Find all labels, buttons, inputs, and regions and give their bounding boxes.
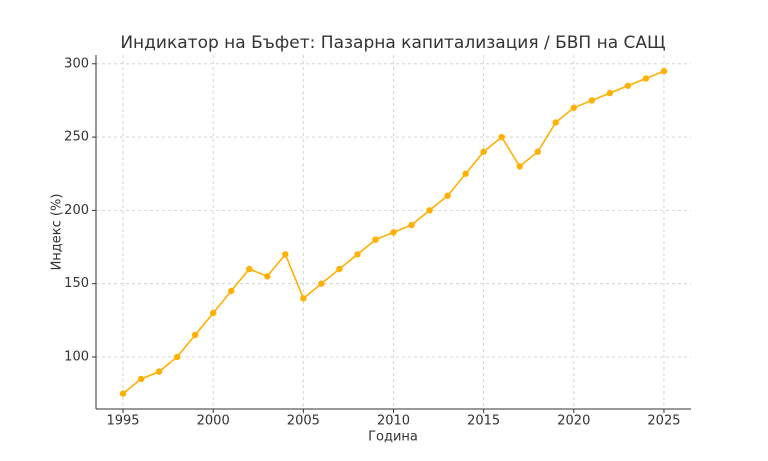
y-tick-label: 200 xyxy=(64,203,89,218)
data-point xyxy=(119,390,127,397)
data-point xyxy=(462,170,469,177)
data-point xyxy=(552,119,559,126)
data-point xyxy=(318,280,325,287)
data-point xyxy=(372,236,379,243)
x-tick-label: 2000 xyxy=(197,414,230,429)
y-axis-label: Индекс (%) xyxy=(50,194,65,271)
y-tick-label: 250 xyxy=(64,130,89,145)
data-point xyxy=(624,82,632,89)
data-point xyxy=(642,75,650,82)
x-tick-label: 2025 xyxy=(647,414,680,429)
x-tick-label: 2010 xyxy=(377,414,410,429)
data-point xyxy=(534,148,541,155)
data-point xyxy=(137,375,145,383)
data-point xyxy=(209,309,217,317)
data-point xyxy=(498,133,505,141)
x-axis-label: Година xyxy=(368,430,418,445)
data-point xyxy=(155,368,163,375)
data-point xyxy=(606,89,614,97)
data-point xyxy=(426,207,433,214)
data-point xyxy=(246,265,253,273)
data-point xyxy=(444,192,451,199)
data-point xyxy=(408,221,415,229)
data-point xyxy=(390,229,397,236)
x-tick-label: 2005 xyxy=(287,414,320,429)
data-point xyxy=(336,265,343,273)
data-point xyxy=(660,67,668,75)
data-point xyxy=(480,148,487,155)
x-tick-label: 1995 xyxy=(106,414,139,429)
data-point xyxy=(354,251,361,258)
x-tick-label: 2015 xyxy=(467,414,500,429)
data-point xyxy=(228,287,235,295)
data-point xyxy=(588,97,596,104)
y-tick-label: 100 xyxy=(64,349,89,364)
data-point xyxy=(516,163,523,170)
x-tick-label: 2020 xyxy=(557,414,590,429)
chart-title: Индикатор на Бъфет: Пазарна капитализаци… xyxy=(120,33,665,53)
data-point xyxy=(191,331,199,339)
data-point xyxy=(264,273,271,280)
data-point xyxy=(282,251,289,258)
y-tick-label: 300 xyxy=(64,56,89,71)
y-tick-label: 150 xyxy=(64,276,89,291)
data-point xyxy=(570,104,578,111)
data-point xyxy=(300,295,307,302)
data-point xyxy=(173,353,181,361)
